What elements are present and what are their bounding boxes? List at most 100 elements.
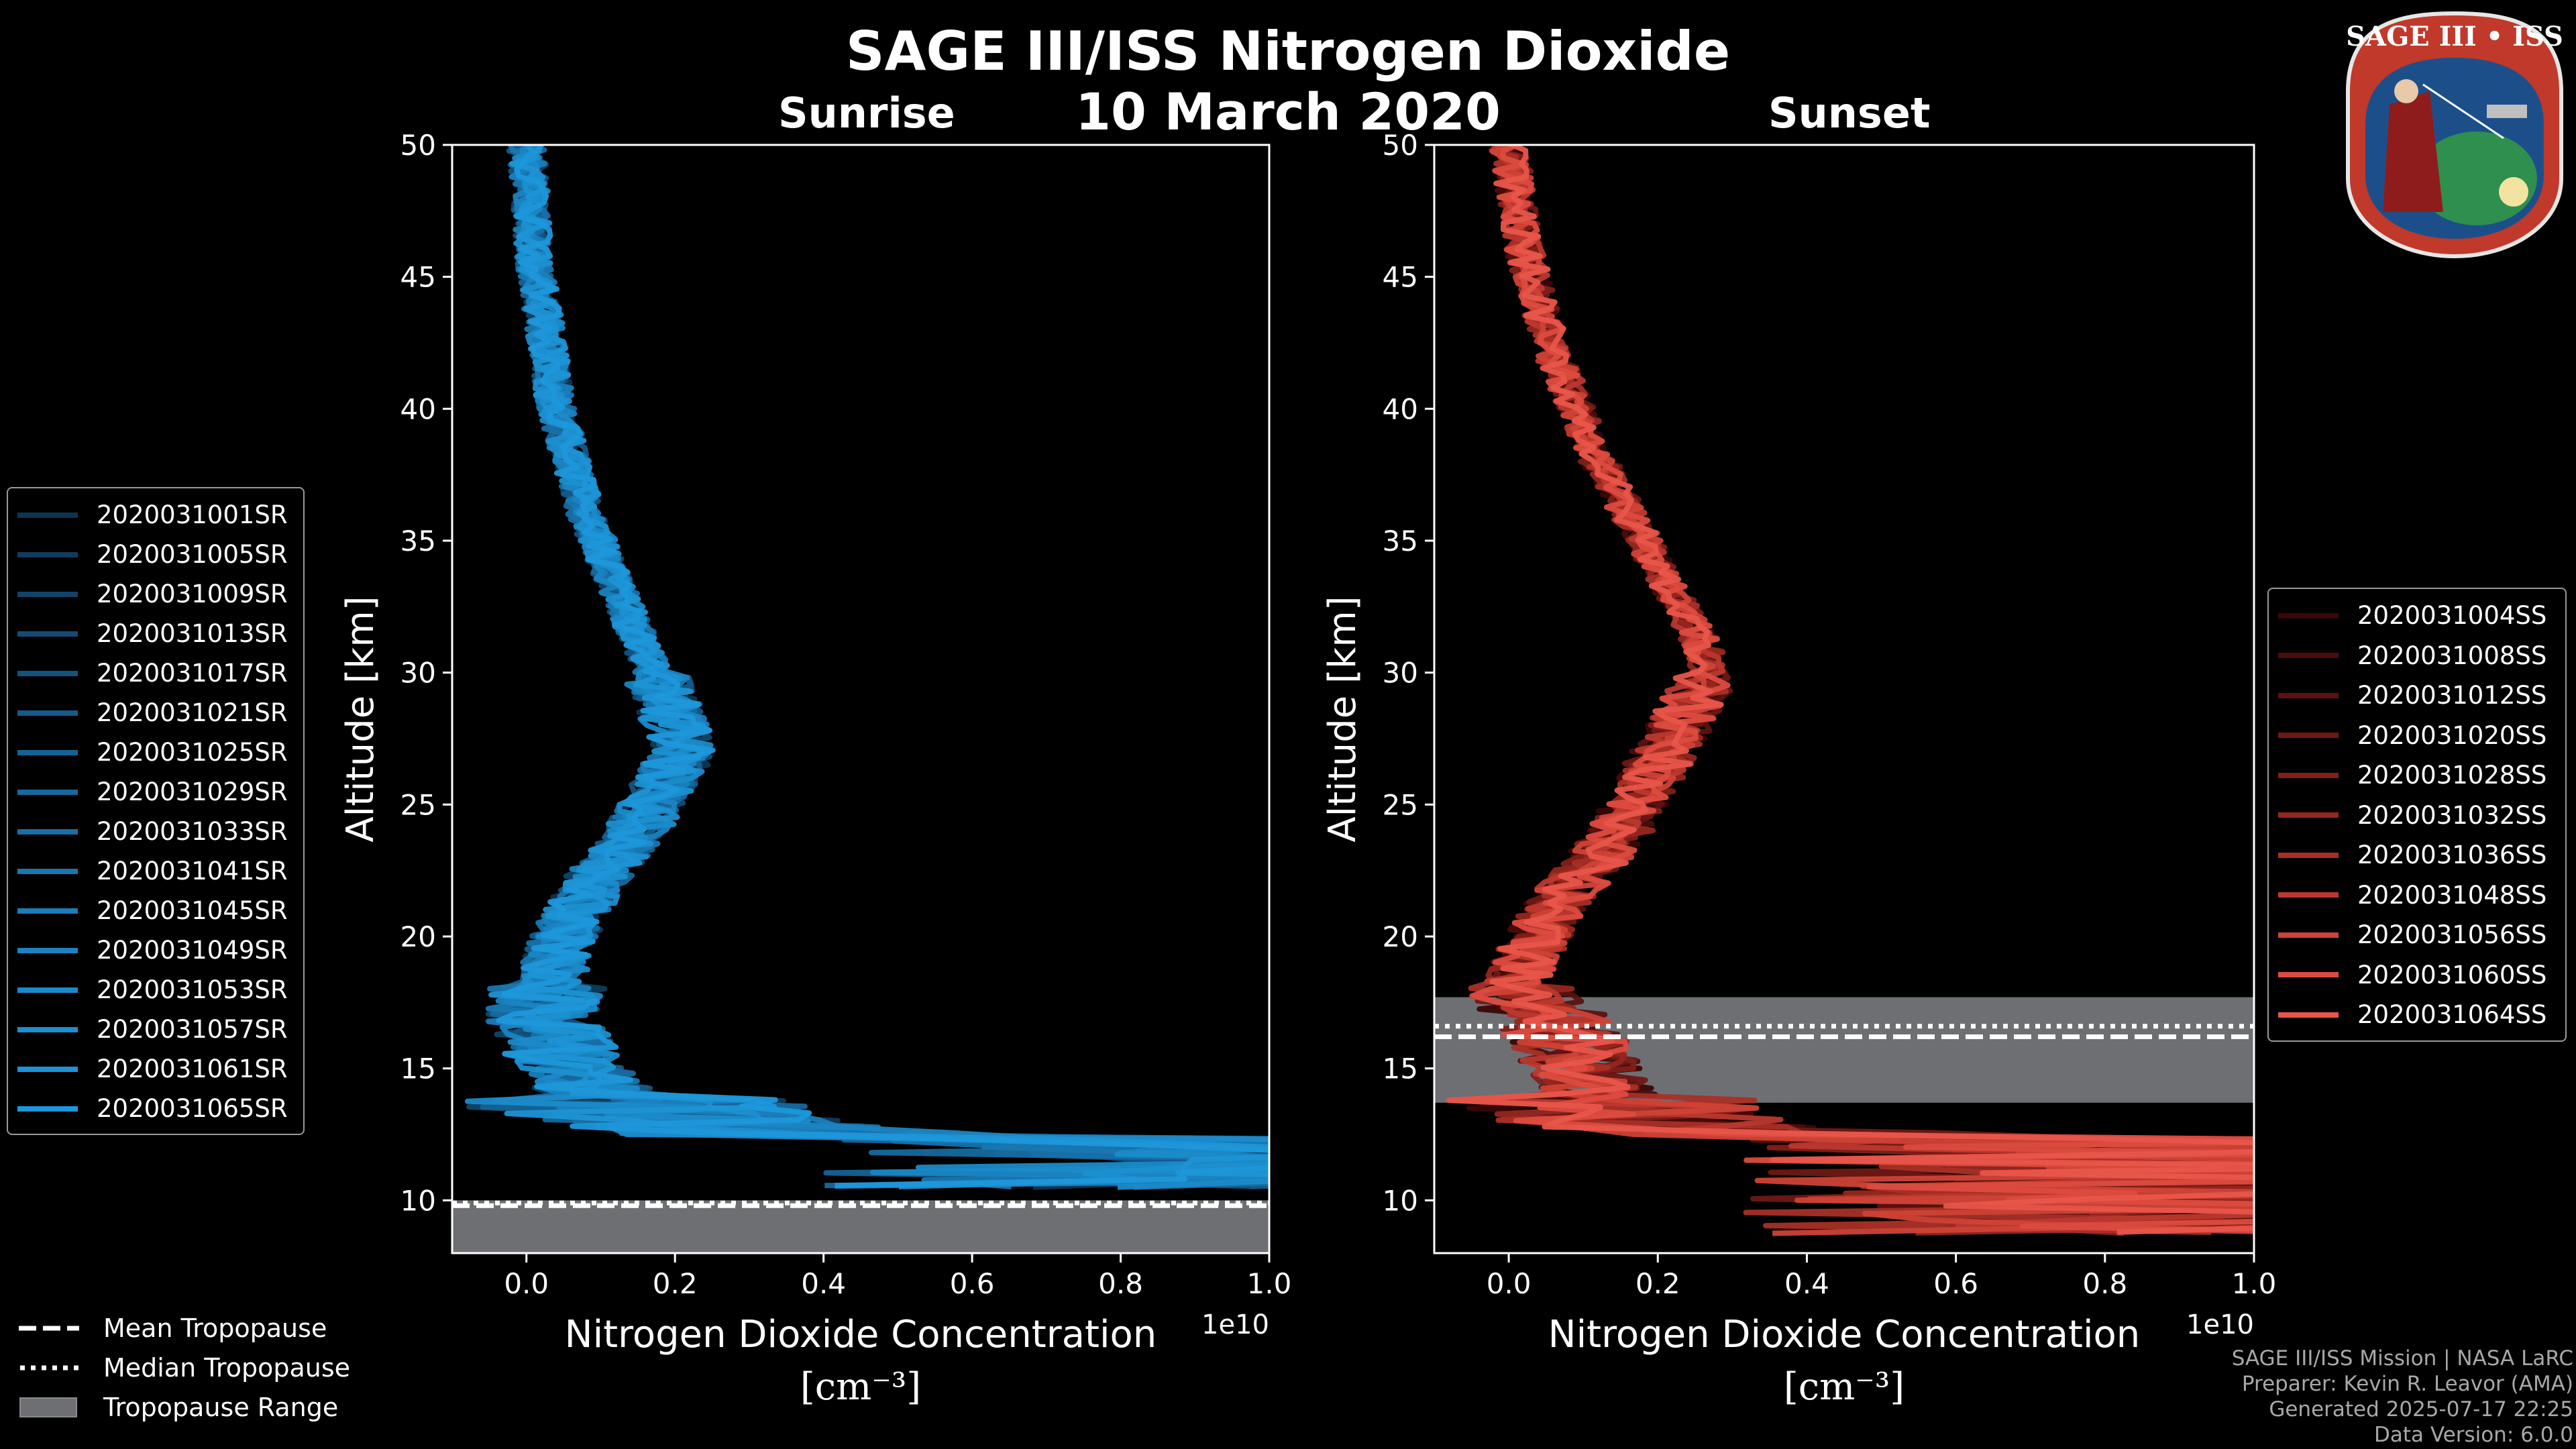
legend-swatch [2278, 692, 2339, 698]
legend-swatch [17, 631, 78, 637]
credit-preparer: Preparer: Kevin R. Leavor (AMA) [2241, 1372, 2573, 1396]
legend-label: 2020031049SR [97, 936, 288, 965]
legend-item: 2020031065SR [17, 1089, 294, 1128]
legend-label: Tropopause Range [103, 1392, 339, 1422]
legend-item: 2020031020SS [2278, 716, 2556, 756]
legend-tropopause-range: Tropopause Range [19, 1387, 350, 1427]
sunrise-profile-line [490, 145, 1269, 1190]
sunset-xtick-label: 0.8 [2082, 1267, 2127, 1300]
sunset-x-scale-label: 1e10 [2186, 1309, 2254, 1340]
sunrise-profile-line [498, 145, 1269, 1190]
sunset-ytick-label: 45 [1383, 261, 1418, 294]
sunrise-profile-line [485, 145, 1269, 1189]
legend-item: 2020031032SS [2278, 796, 2556, 836]
sunrise-profile-line [496, 145, 1269, 1189]
sunrise-profile-line [464, 145, 1269, 1190]
credit-version: Data Version: 6.0.0 [2373, 1423, 2573, 1447]
legend-label: 2020031065SR [97, 1094, 288, 1123]
sunset-ytick-label: 15 [1383, 1053, 1418, 1085]
legend-item: 2020031005SR [17, 535, 294, 574]
sunset-xtick-label: 0.6 [1933, 1267, 1978, 1300]
legend-label: 2020031060SS [2357, 960, 2547, 989]
sunset-xtick-label: 0.0 [1487, 1267, 1532, 1300]
legend-item: 2020031053SR [17, 970, 294, 1010]
legend-label: 2020031013SR [97, 619, 288, 648]
sunrise-plot-frame [451, 144, 1271, 1254]
legend-swatch [2278, 812, 2339, 818]
legend-label: 2020031041SR [97, 857, 288, 885]
legend-item: 2020031041SR [17, 851, 294, 891]
legend-label: 2020031025SR [97, 738, 288, 767]
legend-label: 2020031056SS [2357, 920, 2547, 950]
sunrise-ytick-label: 35 [400, 525, 436, 557]
sunset-ytick-label: 50 [1383, 129, 1418, 162]
legend-label: 2020031061SR [97, 1055, 288, 1083]
legend-swatch [2278, 653, 2339, 659]
sunrise-ytick-label: 25 [400, 788, 436, 821]
sunrise-profile-line [486, 145, 1269, 1166]
legend-swatch [2278, 772, 2339, 778]
panel-title-sunrise: Sunrise [778, 89, 955, 138]
legend-swatch [2278, 612, 2339, 619]
legend-swatch [2278, 892, 2339, 898]
dotted-line-icon [20, 1365, 79, 1370]
legend-label: 2020031020SS [2357, 720, 2547, 750]
sunrise-xtick-label: 0.2 [653, 1267, 698, 1300]
legend-mean-tropopause: Mean Tropopause [19, 1308, 350, 1348]
tropopause-legend: Mean Tropopause Median Tropopause Tropop… [19, 1308, 350, 1427]
legend-swatch [17, 987, 78, 993]
legend-swatch [17, 710, 78, 716]
legend-swatch [17, 868, 78, 874]
badge-text: SAGE III • ISS [2346, 21, 2563, 52]
credit-mission: SAGE III/ISS Mission | NASA LaRC [2231, 1346, 2573, 1371]
legend-label: 2020031017SR [97, 659, 288, 688]
sunset-ytick-label: 30 [1383, 657, 1418, 690]
legend-item: 2020031013SR [17, 614, 294, 653]
legend-swatch [17, 670, 78, 676]
legend-label: 2020031057SR [97, 1015, 288, 1044]
sunrise-profile-line [495, 145, 1269, 1181]
legend-item: 2020031008SS [2278, 636, 2556, 676]
sunset-ytick-label: 35 [1383, 525, 1418, 557]
sunrise-xunit: [cm⁻³] [800, 1365, 921, 1409]
legend-label: 2020031028SS [2357, 761, 2547, 790]
sunset-ytick-label: 25 [1383, 788, 1418, 821]
legend-item: 2020031045SR [17, 891, 294, 930]
sunrise-ytick-label: 10 [400, 1184, 436, 1217]
sunset-plot-area [1434, 145, 2254, 1236]
sunrise-profile-line [480, 145, 1269, 1183]
legend-item: 2020031048SS [2278, 875, 2556, 916]
sunset-xtick-label: 0.2 [1635, 1267, 1680, 1300]
sunrise-ytick-label: 30 [400, 657, 436, 690]
legend-item: 2020031009SR [17, 574, 294, 614]
legend-item: 2020031036SS [2278, 835, 2556, 875]
legend-label: 2020031036SS [2357, 841, 2547, 870]
legend-item: 2020031025SR [17, 733, 294, 772]
legend-swatch [17, 908, 78, 914]
legend-swatch [2278, 972, 2339, 978]
legend-label: 2020031001SR [97, 500, 288, 529]
legend-swatch [17, 512, 78, 518]
legend-swatch [2278, 1012, 2339, 1018]
legend-label: 2020031029SR [97, 777, 288, 806]
sunset-profile-line [1446, 145, 2254, 1235]
dashed-line-icon [19, 1326, 79, 1330]
legend-label: 2020031032SS [2357, 800, 2547, 830]
legend-label: 2020031009SR [97, 580, 288, 608]
sunrise-ylabel: Altitude [km] [339, 596, 382, 842]
legend-swatch [17, 591, 78, 597]
legend-label: 2020031045SR [97, 896, 288, 925]
legend-item: 2020031064SS [2278, 995, 2556, 1035]
sunrise-xtick-label: 0.4 [801, 1267, 846, 1300]
legend-item: 2020031049SR [17, 930, 294, 970]
sunset-xtick-label: 0.4 [1784, 1267, 1829, 1300]
legend-item: 2020031056SS [2278, 915, 2556, 955]
legend-item: 2020031021SR [17, 693, 294, 733]
sunset-xunit: [cm⁻³] [1784, 1365, 1904, 1409]
chart-date: 10 March 2020 [1075, 82, 1501, 142]
legend-item: 2020031061SR [17, 1049, 294, 1089]
legend-swatch [17, 828, 78, 835]
legend-item: 2020031017SR [17, 653, 294, 693]
legend-item: 2020031001SR [17, 495, 294, 535]
